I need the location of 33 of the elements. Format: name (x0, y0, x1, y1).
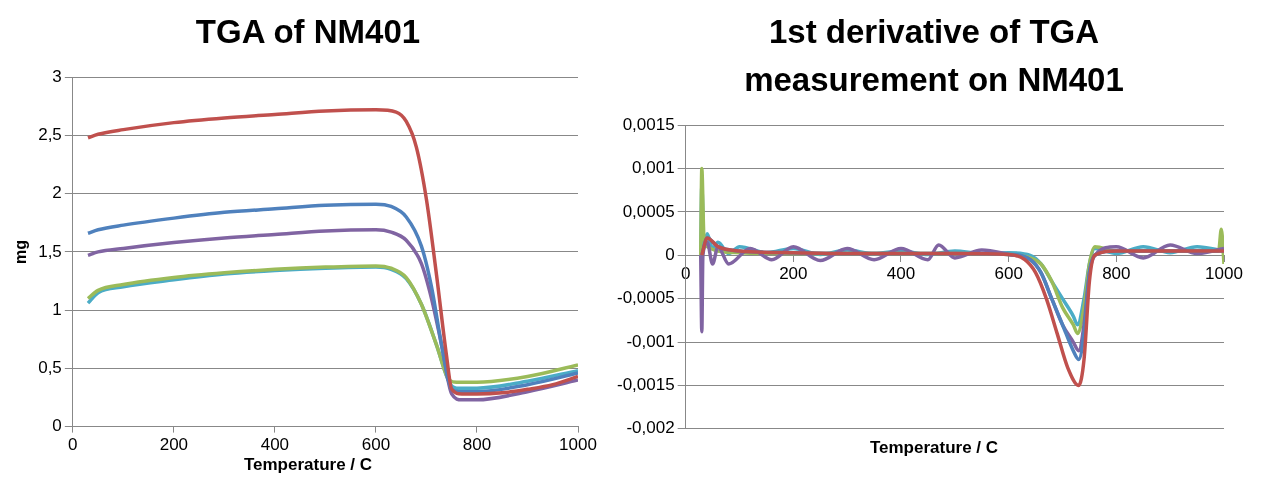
y-tick-label: 0,5 (38, 358, 62, 378)
x-tick-label: 600 (994, 264, 1023, 284)
y-tick-label: 1,5 (38, 241, 62, 261)
y-axis-title: mg (12, 239, 30, 264)
x-tick-label: 200 (159, 435, 189, 455)
y-tick-label: -0,002 (626, 418, 675, 438)
chart-title: 1st derivative of TGA measurement on NM401 (743, 12, 1125, 100)
x-tick-label: 200 (779, 264, 808, 284)
chart-title: TGA of NM401 (194, 12, 422, 52)
x-tick-label: 1000 (1205, 264, 1243, 284)
y-tick-label: 2,5 (38, 125, 62, 145)
x-tick-label: 0 (68, 435, 78, 455)
line-series (86, 202, 578, 394)
x-tick-label: 800 (462, 435, 492, 455)
y-tick-label: 0,0015 (622, 114, 675, 134)
line-series (86, 108, 578, 396)
y-tick-label: 2 (52, 183, 62, 203)
x-axis-title: Temperature / C (243, 455, 373, 475)
y-tick-label: 0,001 (632, 158, 675, 178)
x-tick-label: 1000 (559, 435, 597, 455)
y-tick-label: 0 (52, 416, 62, 436)
x-tick-label: 800 (1102, 264, 1131, 284)
y-tick-label: 3 (52, 66, 62, 86)
y-tick-label: -0,0015 (616, 375, 675, 395)
y-tick-label: 0 (665, 245, 675, 264)
y-tick-label: -0,0005 (616, 288, 675, 308)
y-tick-label: 1 (52, 299, 62, 319)
y-tick-label: -0,001 (626, 331, 675, 351)
x-tick-label: 400 (260, 435, 290, 455)
y-tick-label: 0,0005 (622, 201, 675, 221)
x-tick-label: 400 (886, 264, 916, 284)
x-axis-title: Temperature / C (869, 438, 999, 458)
x-tick-label: 600 (361, 435, 391, 455)
